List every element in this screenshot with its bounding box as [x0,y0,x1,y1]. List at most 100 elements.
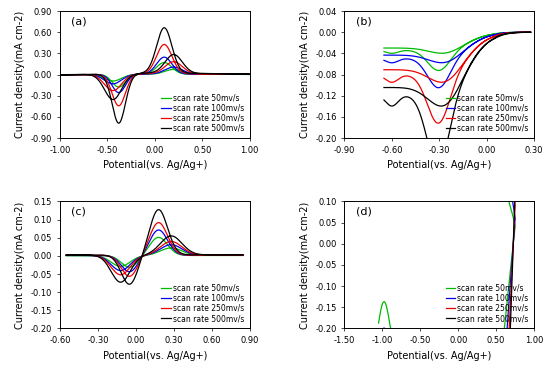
scan rate 250mv/s [64,73,70,77]
scan rate 500mv/s [241,72,248,76]
scan rate 250mv/s [81,72,87,77]
X-axis label: Potential(vs. Ag/Ag+): Potential(vs. Ag/Ag+) [387,160,492,170]
scan rate 250mv/s [472,47,479,51]
Text: (a): (a) [71,16,87,26]
scan rate 500mv/s [173,235,179,240]
scan rate 250mv/s [380,368,387,369]
scan rate 50mv/s [173,246,179,251]
scan rate 500mv/s [229,72,235,76]
scan rate 500mv/s [125,90,131,94]
scan rate 50mv/s [161,60,167,65]
scan rate 100mv/s [229,72,235,76]
scan rate 50mv/s [386,51,393,55]
Line: scan rate 50mv/s: scan rate 50mv/s [60,62,250,87]
scan rate 100mv/s [81,72,87,77]
X-axis label: Potential(vs. Ag/Ag+): Potential(vs. Ag/Ag+) [102,160,207,170]
Legend: scan rate 50mv/s, scan rate 100mv/s, scan rate 250mv/s, scan rate 500mv/s: scan rate 50mv/s, scan rate 100mv/s, sca… [160,282,246,325]
scan rate 250mv/s [223,253,230,257]
scan rate 50mv/s [155,235,162,239]
Y-axis label: Current density(mA cm-2): Current density(mA cm-2) [300,11,310,138]
Text: (d): (d) [356,207,372,217]
Line: scan rate 250mv/s: scan rate 250mv/s [379,0,515,369]
scan rate 500mv/s [126,282,133,286]
scan rate 50mv/s [514,30,520,34]
Y-axis label: Current density(mA cm-2): Current density(mA cm-2) [300,201,310,328]
scan rate 100mv/s [63,253,70,258]
scan rate 50mv/s [223,253,230,258]
scan rate 50mv/s [488,126,494,131]
scan rate 250mv/s [70,253,76,258]
scan rate 100mv/s [241,72,248,77]
scan rate 500mv/s [223,253,230,257]
scan rate 500mv/s [524,30,530,34]
Text: (b): (b) [356,16,372,26]
scan rate 500mv/s [70,253,76,257]
scan rate 250mv/s [508,173,515,177]
scan rate 50mv/s [380,300,387,304]
scan rate 250mv/s [86,253,92,258]
scan rate 500mv/s [380,98,387,102]
scan rate 500mv/s [155,207,162,212]
scan rate 100mv/s [528,30,534,34]
scan rate 500mv/s [434,164,441,169]
scan rate 50mv/s [229,72,235,77]
scan rate 100mv/s [174,66,181,70]
scan rate 250mv/s [433,120,440,125]
scan rate 100mv/s [70,253,76,258]
scan rate 100mv/s [63,253,70,258]
scan rate 250mv/s [161,42,167,46]
scan rate 100mv/s [488,73,494,78]
scan rate 250mv/s [125,83,131,88]
scan rate 100mv/s [155,228,162,232]
scan rate 50mv/s [524,30,530,34]
scan rate 100mv/s [386,60,393,65]
scan rate 50mv/s [399,46,406,50]
scan rate 250mv/s [386,80,393,84]
scan rate 500mv/s [81,72,87,77]
scan rate 100mv/s [235,253,242,258]
scan rate 100mv/s [57,72,63,77]
Line: scan rate 50mv/s: scan rate 50mv/s [384,32,531,70]
Line: scan rate 500mv/s: scan rate 500mv/s [384,32,531,166]
scan rate 250mv/s [235,253,242,257]
scan rate 50mv/s [460,133,467,137]
scan rate 100mv/s [435,86,441,90]
scan rate 250mv/s [380,68,387,72]
scan rate 100mv/s [116,90,122,95]
scan rate 100mv/s [472,40,479,45]
scan rate 250mv/s [173,241,179,245]
scan rate 250mv/s [528,30,534,34]
scan rate 250mv/s [524,30,530,34]
scan rate 500mv/s [235,253,242,257]
scan rate 100mv/s [86,253,92,258]
scan rate 100mv/s [380,58,387,62]
scan rate 100mv/s [376,114,382,119]
Line: scan rate 100mv/s: scan rate 100mv/s [60,57,250,93]
Line: scan rate 100mv/s: scan rate 100mv/s [379,76,515,369]
scan rate 100mv/s [380,326,387,330]
Legend: scan rate 50mv/s, scan rate 100mv/s, scan rate 250mv/s, scan rate 500mv/s: scan rate 50mv/s, scan rate 100mv/s, sca… [444,282,530,325]
scan rate 100mv/s [64,72,70,77]
scan rate 500mv/s [63,253,70,257]
scan rate 250mv/s [57,73,63,77]
scan rate 500mv/s [399,86,406,90]
scan rate 500mv/s [508,144,515,149]
Line: scan rate 250mv/s: scan rate 250mv/s [66,223,243,276]
scan rate 500mv/s [514,30,520,35]
scan rate 500mv/s [380,85,387,90]
scan rate 50mv/s [376,321,382,325]
scan rate 100mv/s [376,357,382,361]
Line: scan rate 50mv/s: scan rate 50mv/s [379,128,515,359]
scan rate 500mv/s [57,73,63,77]
scan rate 50mv/s [63,254,70,258]
scan rate 500mv/s [174,54,181,58]
scan rate 250mv/s [460,4,467,8]
scan rate 50mv/s [126,265,132,269]
scan rate 250mv/s [63,253,70,258]
Line: scan rate 500mv/s: scan rate 500mv/s [66,210,243,284]
scan rate 50mv/s [392,150,399,154]
scan rate 50mv/s [435,68,442,73]
scan rate 500mv/s [528,30,534,34]
Line: scan rate 500mv/s: scan rate 500mv/s [60,28,250,123]
scan rate 250mv/s [376,51,382,55]
